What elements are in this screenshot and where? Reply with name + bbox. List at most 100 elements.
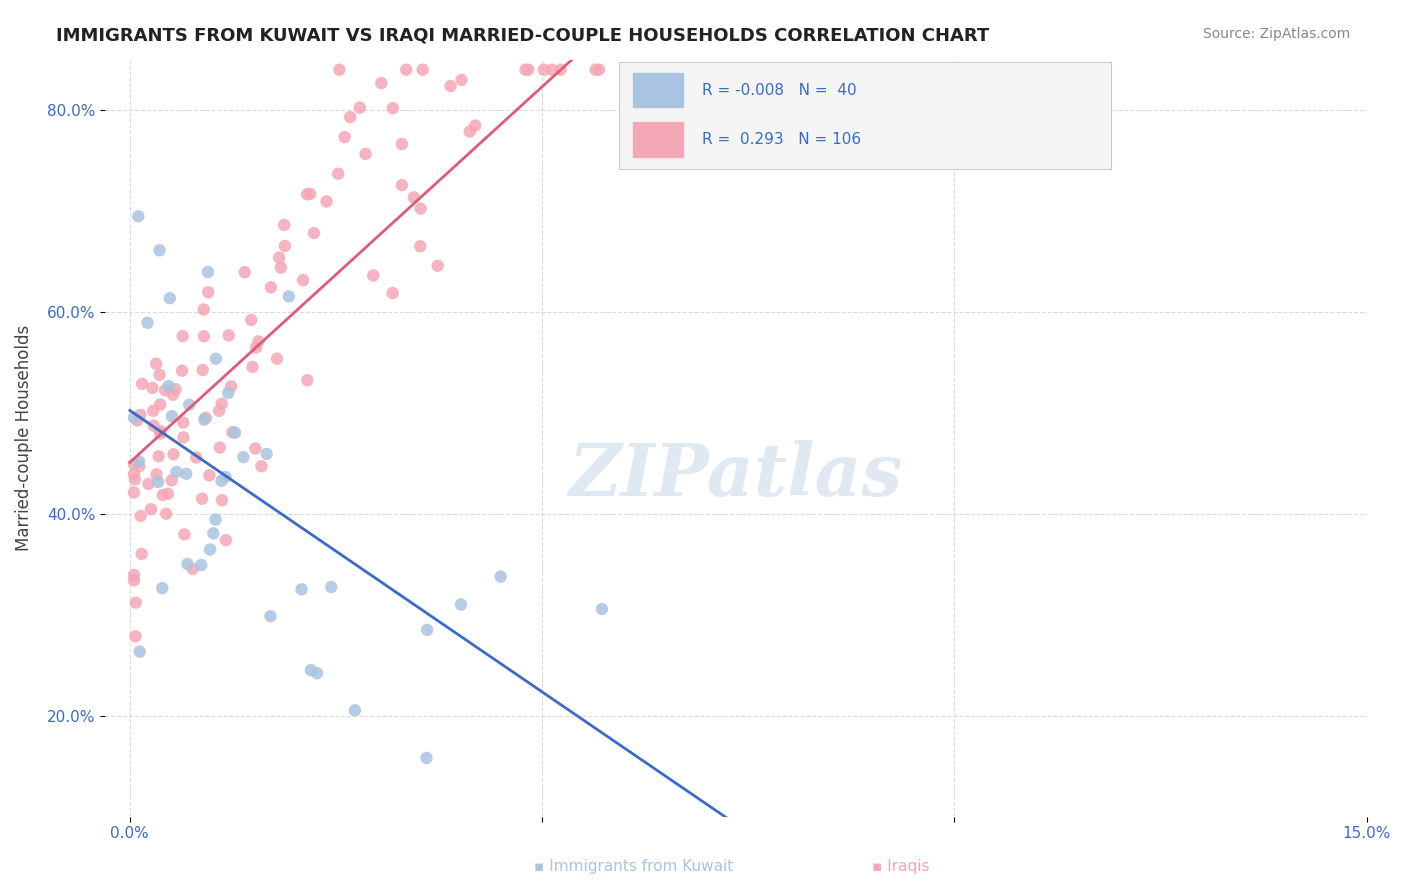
- Point: [450, 73, 472, 87]
- Point: [124, 629, 146, 643]
- Point: [172, 416, 194, 430]
- Point: [166, 465, 188, 479]
- Point: [150, 581, 173, 595]
- Point: [138, 477, 160, 491]
- Point: [242, 359, 264, 374]
- Point: [533, 62, 555, 77]
- Text: R = -0.008   N =  40: R = -0.008 N = 40: [703, 83, 856, 98]
- Point: [439, 78, 461, 93]
- Point: [240, 313, 263, 327]
- Point: [124, 472, 146, 486]
- Point: [208, 441, 231, 455]
- Point: [153, 384, 176, 398]
- Point: [198, 542, 221, 557]
- Point: [172, 364, 194, 378]
- Point: [354, 147, 377, 161]
- Point: [214, 470, 236, 484]
- Point: [273, 218, 295, 232]
- Point: [299, 663, 322, 677]
- Point: [122, 410, 145, 425]
- Point: [218, 328, 240, 343]
- Point: [409, 202, 432, 216]
- Point: [141, 381, 163, 395]
- Point: [464, 119, 486, 133]
- Point: [391, 136, 413, 151]
- Point: [127, 413, 149, 427]
- Point: [245, 341, 267, 355]
- Point: [128, 459, 150, 474]
- Point: [361, 268, 384, 283]
- Point: [402, 190, 425, 204]
- Point: [247, 334, 270, 349]
- Point: [728, 62, 751, 77]
- Point: [259, 609, 281, 624]
- Point: [232, 450, 254, 464]
- Point: [145, 357, 167, 371]
- Point: [157, 379, 180, 393]
- Point: [588, 62, 610, 77]
- Point: [215, 533, 238, 547]
- Point: [129, 408, 152, 422]
- Point: [148, 475, 170, 489]
- Point: [274, 239, 297, 253]
- Point: [202, 526, 225, 541]
- Point: [211, 474, 233, 488]
- Point: [193, 302, 215, 317]
- Point: [208, 404, 231, 418]
- Point: [219, 379, 242, 393]
- Point: [277, 289, 299, 303]
- Point: [159, 291, 181, 305]
- Text: IMMIGRANTS FROM KUWAIT VS IRAQI MARRIED-COUPLE HOUSEHOLDS CORRELATION CHART: IMMIGRANTS FROM KUWAIT VS IRAQI MARRIED-…: [56, 27, 990, 45]
- Point: [160, 409, 183, 424]
- Point: [458, 124, 481, 138]
- Point: [333, 130, 356, 145]
- Point: [142, 404, 165, 418]
- Point: [315, 194, 337, 209]
- Point: [245, 442, 267, 456]
- Point: [174, 467, 197, 481]
- Text: R =  0.293   N = 106: R = 0.293 N = 106: [703, 132, 862, 147]
- Point: [179, 398, 201, 412]
- Point: [307, 666, 329, 681]
- Point: [172, 430, 194, 444]
- Point: [302, 226, 325, 240]
- Bar: [633, 122, 683, 157]
- Point: [515, 62, 537, 77]
- Point: [197, 265, 219, 279]
- Point: [211, 397, 233, 411]
- Point: [128, 644, 150, 658]
- Point: [591, 602, 613, 616]
- Point: [149, 425, 172, 439]
- Point: [122, 485, 145, 500]
- Point: [197, 285, 219, 300]
- Bar: [633, 73, 683, 107]
- Point: [205, 351, 228, 366]
- Point: [211, 493, 233, 508]
- Point: [127, 210, 149, 224]
- Point: [125, 596, 148, 610]
- Point: [181, 562, 204, 576]
- Point: [416, 623, 439, 637]
- Point: [550, 62, 572, 77]
- Point: [162, 387, 184, 401]
- Point: [129, 508, 152, 523]
- Point: [415, 751, 437, 765]
- Point: [217, 386, 239, 401]
- Point: [260, 280, 283, 294]
- Point: [489, 569, 512, 583]
- Point: [145, 467, 167, 482]
- Point: [149, 426, 172, 441]
- Point: [381, 101, 404, 115]
- Point: [927, 62, 949, 77]
- Point: [204, 512, 226, 526]
- Y-axis label: Married-couple Households: Married-couple Households: [15, 325, 32, 551]
- Point: [193, 329, 215, 343]
- Point: [139, 502, 162, 516]
- Point: [156, 487, 179, 501]
- Point: [426, 259, 449, 273]
- Point: [321, 580, 343, 594]
- Point: [349, 101, 371, 115]
- Point: [391, 178, 413, 192]
- Point: [122, 574, 145, 588]
- Point: [224, 425, 246, 440]
